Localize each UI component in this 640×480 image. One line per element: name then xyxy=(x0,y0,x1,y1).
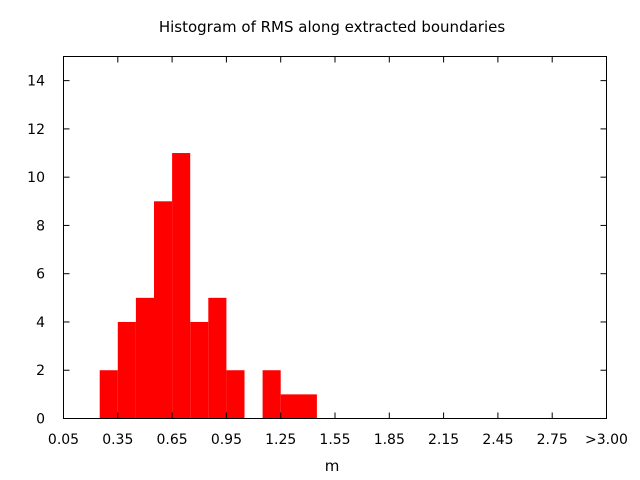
x-axis: 0.05 0.35 0.65 0.95 1.25 1.55 1.85 2.15 2.45 2.75… xyxy=(48,56,628,448)
histogram-bar xyxy=(117,321,136,419)
x-tick-label: 1.85 xyxy=(374,432,405,448)
x-tick-label: 0.35 xyxy=(102,432,133,448)
y-tick-label: 4 xyxy=(36,315,45,331)
x-tick-label: >3.00 xyxy=(585,432,628,448)
histogram-bar xyxy=(208,297,227,419)
x-tick-label: 0.05 xyxy=(48,432,79,448)
histogram-bar xyxy=(226,370,245,419)
y-tick-label: 0 xyxy=(36,412,45,428)
x-tick-label: 2.15 xyxy=(428,432,459,448)
x-tick-label: 1.55 xyxy=(319,432,350,448)
histogram-bar xyxy=(190,321,209,419)
y-tick-label: 12 xyxy=(27,122,45,138)
x-tick-label: 0.65 xyxy=(157,432,188,448)
y-tick-label: 10 xyxy=(27,170,45,186)
bars-group xyxy=(99,153,317,419)
y-tick-label: 14 xyxy=(27,74,45,90)
histogram-bar xyxy=(135,297,154,419)
y-axis: 0 2 4 6 8 10 12 14 xyxy=(27,74,607,428)
x-tick-label: 1.25 xyxy=(265,432,296,448)
histogram-bar xyxy=(262,370,281,419)
y-tick-label: 6 xyxy=(36,267,45,283)
chart-title: Histogram of RMS along extracted boundar… xyxy=(159,18,506,36)
histogram-bar xyxy=(154,201,173,419)
x-axis-label: m xyxy=(325,457,340,475)
histogram-bar xyxy=(99,370,118,419)
histogram-bar xyxy=(280,394,317,419)
x-tick-label: 0.95 xyxy=(211,432,242,448)
x-tick-label: 2.45 xyxy=(482,432,513,448)
y-tick-label: 2 xyxy=(36,363,45,379)
y-tick-label: 8 xyxy=(36,218,45,234)
histogram-bar xyxy=(172,153,191,419)
x-tick-label: 2.75 xyxy=(537,432,568,448)
